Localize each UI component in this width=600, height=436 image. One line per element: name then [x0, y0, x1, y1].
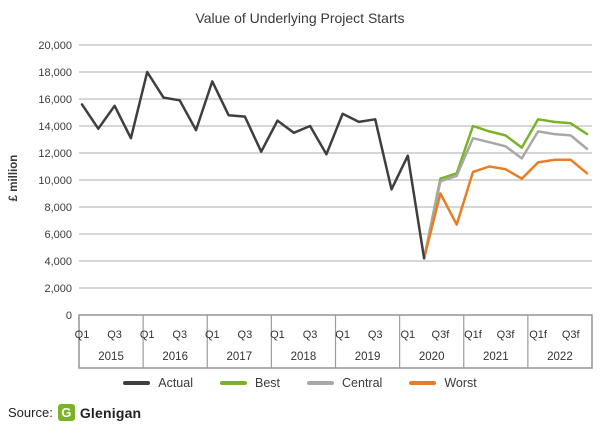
quarter-label: Q3	[172, 329, 187, 341]
year-label: 2021	[483, 351, 509, 363]
legend-label: Central	[342, 376, 383, 390]
quarter-label: Q3	[368, 329, 383, 341]
quarter-label: Q3	[303, 329, 318, 341]
legend-item-central: Central	[307, 376, 382, 390]
quarter-label: Q1	[335, 329, 350, 341]
quarter-label: Q3	[238, 329, 253, 341]
quarter-label: Q1f	[529, 329, 548, 341]
legend-swatch-worst	[409, 381, 437, 385]
year-label: 2017	[227, 351, 253, 363]
quarter-label: Q1f	[464, 329, 483, 341]
quarter-label: Q3f	[562, 329, 581, 341]
year-label: 2019	[355, 351, 381, 363]
legend-item-worst: Worst	[409, 376, 477, 390]
legend-swatch-central	[307, 381, 335, 385]
y-tick-label: 16,000	[38, 94, 72, 106]
year-label: 2020	[419, 351, 445, 363]
quarter-label: Q1	[205, 329, 220, 341]
legend: Actual Best Central Worst	[0, 376, 600, 390]
series-line-worst	[422, 158, 589, 260]
quarter-label: Q1	[75, 329, 90, 341]
legend-label: Actual	[158, 376, 193, 390]
chart-title: Value of Underlying Project Starts	[195, 10, 405, 26]
source-row: Source: G Glenigan	[8, 404, 141, 421]
y-tick-label: 20,000	[38, 40, 72, 52]
quarter-label: Q1	[270, 329, 285, 341]
y-tick-label: 12,000	[38, 148, 72, 160]
y-tick-label: 6,000	[44, 229, 72, 241]
legend-swatch-best	[220, 381, 247, 385]
year-label: 2016	[162, 351, 188, 363]
source-prefix: Source:	[8, 405, 53, 420]
year-label: 2015	[98, 351, 124, 363]
quarter-label: Q3f	[497, 329, 516, 341]
year-label: 2018	[291, 351, 317, 363]
y-tick-label: 4,000	[44, 256, 72, 268]
y-tick-label: 10,000	[38, 175, 72, 187]
y-tick-label: 18,000	[38, 67, 72, 79]
quarter-label: Q1	[140, 329, 155, 341]
glenigan-logo-icon: G	[57, 404, 75, 421]
y-tick-label: 14,000	[38, 121, 72, 133]
legend-item-best: Best	[220, 376, 280, 390]
series-line-central	[422, 130, 589, 260]
series-line-best	[422, 118, 589, 260]
source-brand: Glenigan	[79, 404, 142, 421]
legend-swatch-actual	[123, 381, 151, 385]
legend-label: Worst	[444, 376, 477, 390]
quarter-label: Q3f	[432, 329, 451, 341]
legend-item-actual: Actual	[123, 376, 193, 390]
y-tick-label: 8,000	[44, 202, 72, 214]
y-tick-label: 2,000	[44, 283, 72, 295]
quarter-label: Q1	[400, 329, 415, 341]
y-tick-label: 0	[66, 310, 72, 322]
quarter-label: Q3	[107, 329, 122, 341]
legend-label: Best	[255, 376, 281, 390]
series-line-actual	[80, 70, 426, 260]
year-label: 2022	[547, 351, 573, 363]
